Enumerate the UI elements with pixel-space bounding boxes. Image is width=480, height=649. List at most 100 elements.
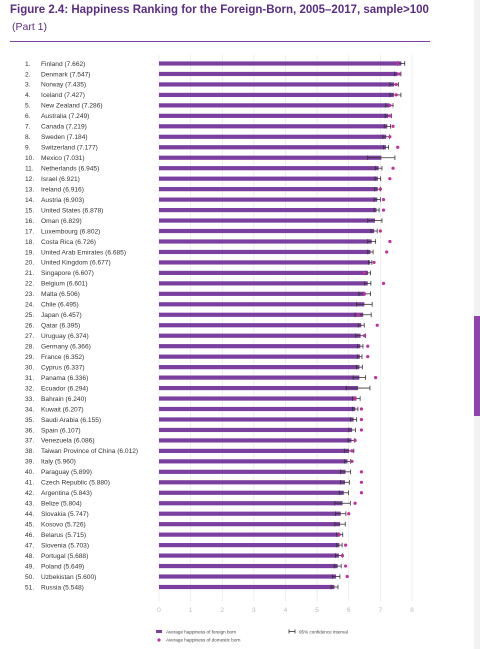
page-edge-tab — [474, 316, 480, 416]
domestic-born-dot — [353, 396, 357, 401]
ci-whisker — [374, 165, 383, 171]
rank-label: 14. — [25, 197, 34, 204]
domestic-born-dot — [366, 355, 370, 359]
rank-label: 31. — [25, 375, 34, 382]
country-label: Saudi Arabia (6.155) — [41, 417, 101, 424]
foreign-born-bar — [159, 270, 368, 275]
foreign-born-bar — [159, 490, 344, 495]
foreign-born-bar — [159, 354, 360, 359]
ci-whisker — [333, 563, 342, 569]
foreign-born-bar — [159, 61, 402, 66]
ci-whisker — [383, 124, 391, 129]
rank-label: 15. — [25, 207, 34, 214]
rank-label: 23. — [25, 291, 34, 298]
country-label: Paraguay (5.899) — [41, 469, 92, 476]
country-label: Ecuador (6.294) — [41, 385, 88, 392]
rank-label: 48. — [25, 553, 34, 560]
rank-label: 47. — [25, 542, 34, 549]
country-label: Singapore (6.607) — [41, 270, 94, 277]
foreign-born-bar — [159, 396, 357, 401]
domestic-born-dot — [359, 428, 363, 432]
country-label: Finland (7.662) — [41, 61, 85, 68]
domestic-born-dot — [366, 344, 370, 348]
ci-whisker — [352, 406, 359, 412]
rank-label: 51. — [25, 584, 34, 591]
foreign-born-bar — [159, 176, 378, 181]
x-tick-label: 8 — [410, 607, 414, 614]
country-label: Netherlands (6.945) — [41, 166, 99, 173]
rank-label: 34. — [25, 406, 34, 413]
rank-label: 6. — [25, 113, 31, 120]
rank-label: 17. — [25, 228, 34, 235]
rank-label: 10. — [25, 155, 34, 162]
domestic-born-dot — [362, 334, 367, 338]
foreign-born-bar — [159, 385, 359, 391]
country-label: United Arab Emirates (6.685) — [41, 249, 126, 256]
domestic-born-dot — [391, 124, 395, 128]
rank-label: 20. — [25, 260, 34, 267]
country-label: Iceland (7.427) — [41, 92, 85, 99]
foreign-born-bar — [159, 113, 389, 118]
domestic-born-dot — [359, 417, 363, 422]
country-label: Kuwait (6.207) — [41, 406, 84, 413]
domestic-dots — [337, 61, 401, 579]
domestic-born-dot — [353, 438, 357, 443]
domestic-born-dot — [362, 292, 367, 296]
country-label: Norway (7.435) — [41, 82, 86, 89]
ci-whisker — [355, 364, 363, 370]
foreign-born-bar — [159, 584, 335, 590]
rank-label: 26. — [25, 323, 34, 330]
domestic-born-dot — [359, 407, 363, 411]
country-label: Denmark (7.547) — [41, 71, 90, 78]
rank-label: 45. — [25, 521, 34, 528]
domestic-born-dot — [378, 187, 382, 191]
country-label: Portugal (5.688) — [41, 553, 88, 560]
foreign-born-bar — [159, 574, 337, 579]
domestic-born-dot — [381, 281, 386, 285]
ci-whisker — [373, 207, 380, 213]
rank-label: 41. — [25, 480, 34, 487]
chart-title: Figure 2.4: Happiness Ranking for the Fo… — [10, 4, 429, 16]
country-label: Japan (6.457) — [41, 312, 82, 319]
rank-label: 4. — [25, 92, 31, 99]
rank-label: 27. — [25, 333, 34, 340]
ci-whisker — [367, 249, 374, 255]
ci-whisker — [357, 322, 365, 328]
rank-label: 42. — [25, 490, 34, 497]
foreign-born-bar — [159, 249, 371, 255]
domestic-born-dot — [350, 459, 354, 463]
country-label: Poland (5.649) — [41, 563, 84, 570]
x-tick-label: 5 — [315, 607, 319, 614]
ci-whisker — [357, 354, 363, 359]
legend-ci-label: 95% confidence interval — [299, 630, 348, 635]
foreign-born-bar — [159, 239, 372, 244]
legend-dot-label: Average happiness of domestic born — [166, 638, 241, 643]
foreign-born-bar — [159, 207, 377, 213]
country-label: United Kingdom (6.677) — [41, 260, 111, 267]
foreign-born-bar — [159, 522, 341, 527]
ci-whisker — [345, 385, 371, 391]
country-label: Taiwan Province of China (6.012) — [41, 448, 138, 455]
rank-label: 5. — [25, 103, 31, 110]
foreign-born-bar — [159, 145, 386, 150]
rank-label: 16. — [25, 218, 34, 225]
country-label: Bahrain (6.240) — [41, 396, 86, 403]
country-label: Belize (5.804) — [41, 501, 82, 508]
rank-label: 12. — [25, 176, 34, 183]
legend-ci-swatch — [288, 629, 296, 634]
domestic-born-dot — [359, 491, 363, 495]
foreign-born-bar — [159, 71, 398, 77]
foreign-born-bar — [159, 563, 338, 569]
rank-label: 44. — [25, 511, 34, 518]
rank-label: 22. — [25, 281, 34, 288]
domestic-born-dot — [378, 229, 382, 233]
domestic-born-dot — [388, 103, 392, 107]
foreign-born-bar — [159, 365, 360, 370]
foreign-born-bar — [159, 260, 371, 265]
foreign-born-bar — [159, 166, 379, 171]
rank-label: 35. — [25, 417, 34, 424]
ci-whisker — [336, 542, 343, 548]
foreign-born-bar — [159, 511, 341, 516]
ci-whisker — [338, 490, 349, 496]
